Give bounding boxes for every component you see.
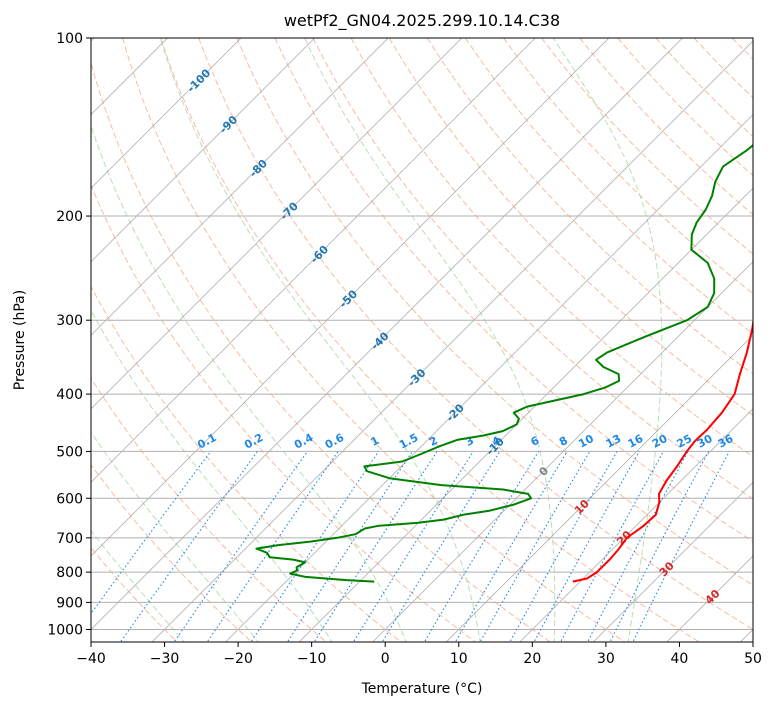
dry-adiabat [464,38,753,335]
y-tick-label: 300 [56,313,83,329]
y-axis-label: Pressure (hPa) [12,290,28,390]
isotherm [592,481,753,642]
y-tick-label: 1000 [47,622,83,638]
mixing-ratio-line [286,451,413,642]
isotherm [91,38,536,483]
x-axis-label: Temperature (°C) [361,681,483,697]
mixing-ratio-label: 36 [716,432,736,451]
y-tick-label: 700 [56,531,83,547]
isotherm [372,261,753,642]
x-axis: −40 −30 −20 −10 0 10 20 30 40 50 [76,642,762,667]
isotherm [225,114,753,642]
dry-adiabat [236,38,753,586]
dry-adiabat [503,38,753,295]
y-tick-label: 100 [56,31,83,47]
mixing-ratio-line [559,451,664,642]
isotherm [445,334,753,642]
mixing-ratio-line [173,451,308,642]
mixing-ratio-line [352,451,474,642]
x-tick-label: −40 [76,651,106,667]
isotherm [91,38,315,263]
isotherm [91,38,683,631]
isotherm [91,38,242,189]
dewpoint-line [255,143,753,583]
y-tick-label: 900 [56,595,83,611]
y-tick-label: 400 [56,387,83,403]
y-tick-label: 500 [56,444,83,460]
mixing-ratio-line [206,451,339,642]
y-axis: 100 200 300 400 500 600 700 800 900 1000 [47,31,91,638]
profile-lines [255,143,753,583]
isotherm [298,187,753,642]
mixing-ratio-label: 20 [650,432,670,451]
x-tick-label: 0 [381,651,390,667]
x-tick-label: 50 [744,651,762,667]
y-tick-label: 600 [56,491,83,507]
plot-frame [90,37,754,643]
isotherm [91,38,389,336]
moist-adiabat [159,38,481,642]
mixing-ratio-line [381,451,501,642]
x-tick-label: 30 [597,651,615,667]
mixing-ratio-label: 13 [604,432,624,451]
temperature-line [572,317,753,583]
y-tick-label: 200 [56,209,83,225]
mixing-ratio-label: 16 [626,432,646,451]
isotherm [151,40,753,642]
mixing-ratio-line [609,451,709,642]
chart-title: wetPf2_GN04.2025.299.10.14.C38 [284,11,560,31]
y-tick-label: 800 [56,565,83,581]
dry-adiabat [388,38,753,416]
mixing-ratio-line [250,451,380,642]
mixing-ratio-label: 25 [675,432,695,451]
isotherm [91,38,463,410]
mixing-ratio-line [586,451,689,642]
dry-adiabat [350,38,753,458]
x-tick-label: −20 [223,651,253,667]
mixing-ratio-labels: 0.1 0.2 0.4 0.6 1 1.5 2 3 4 6 8 10 13 16 20 25 30 36 [195,431,735,452]
x-tick-label: −10 [297,651,327,667]
mixing-ratio-line [454,451,568,642]
moist-adiabat [304,38,556,642]
isotherm [91,38,610,557]
mixing-ratio-line [91,451,212,615]
x-tick-label: 20 [523,651,541,667]
mixing-ratio-line [119,451,258,642]
mixing-ratio-label: 10 [576,432,596,451]
dry-adiabat [426,38,753,375]
background-lines [91,38,753,642]
moist-adiabat [552,38,663,642]
x-tick-label: −30 [150,651,180,667]
x-tick-label: 10 [450,651,468,667]
x-tick-label: 40 [671,651,689,667]
isotherm [519,408,753,642]
mixing-ratio-line [313,451,438,642]
